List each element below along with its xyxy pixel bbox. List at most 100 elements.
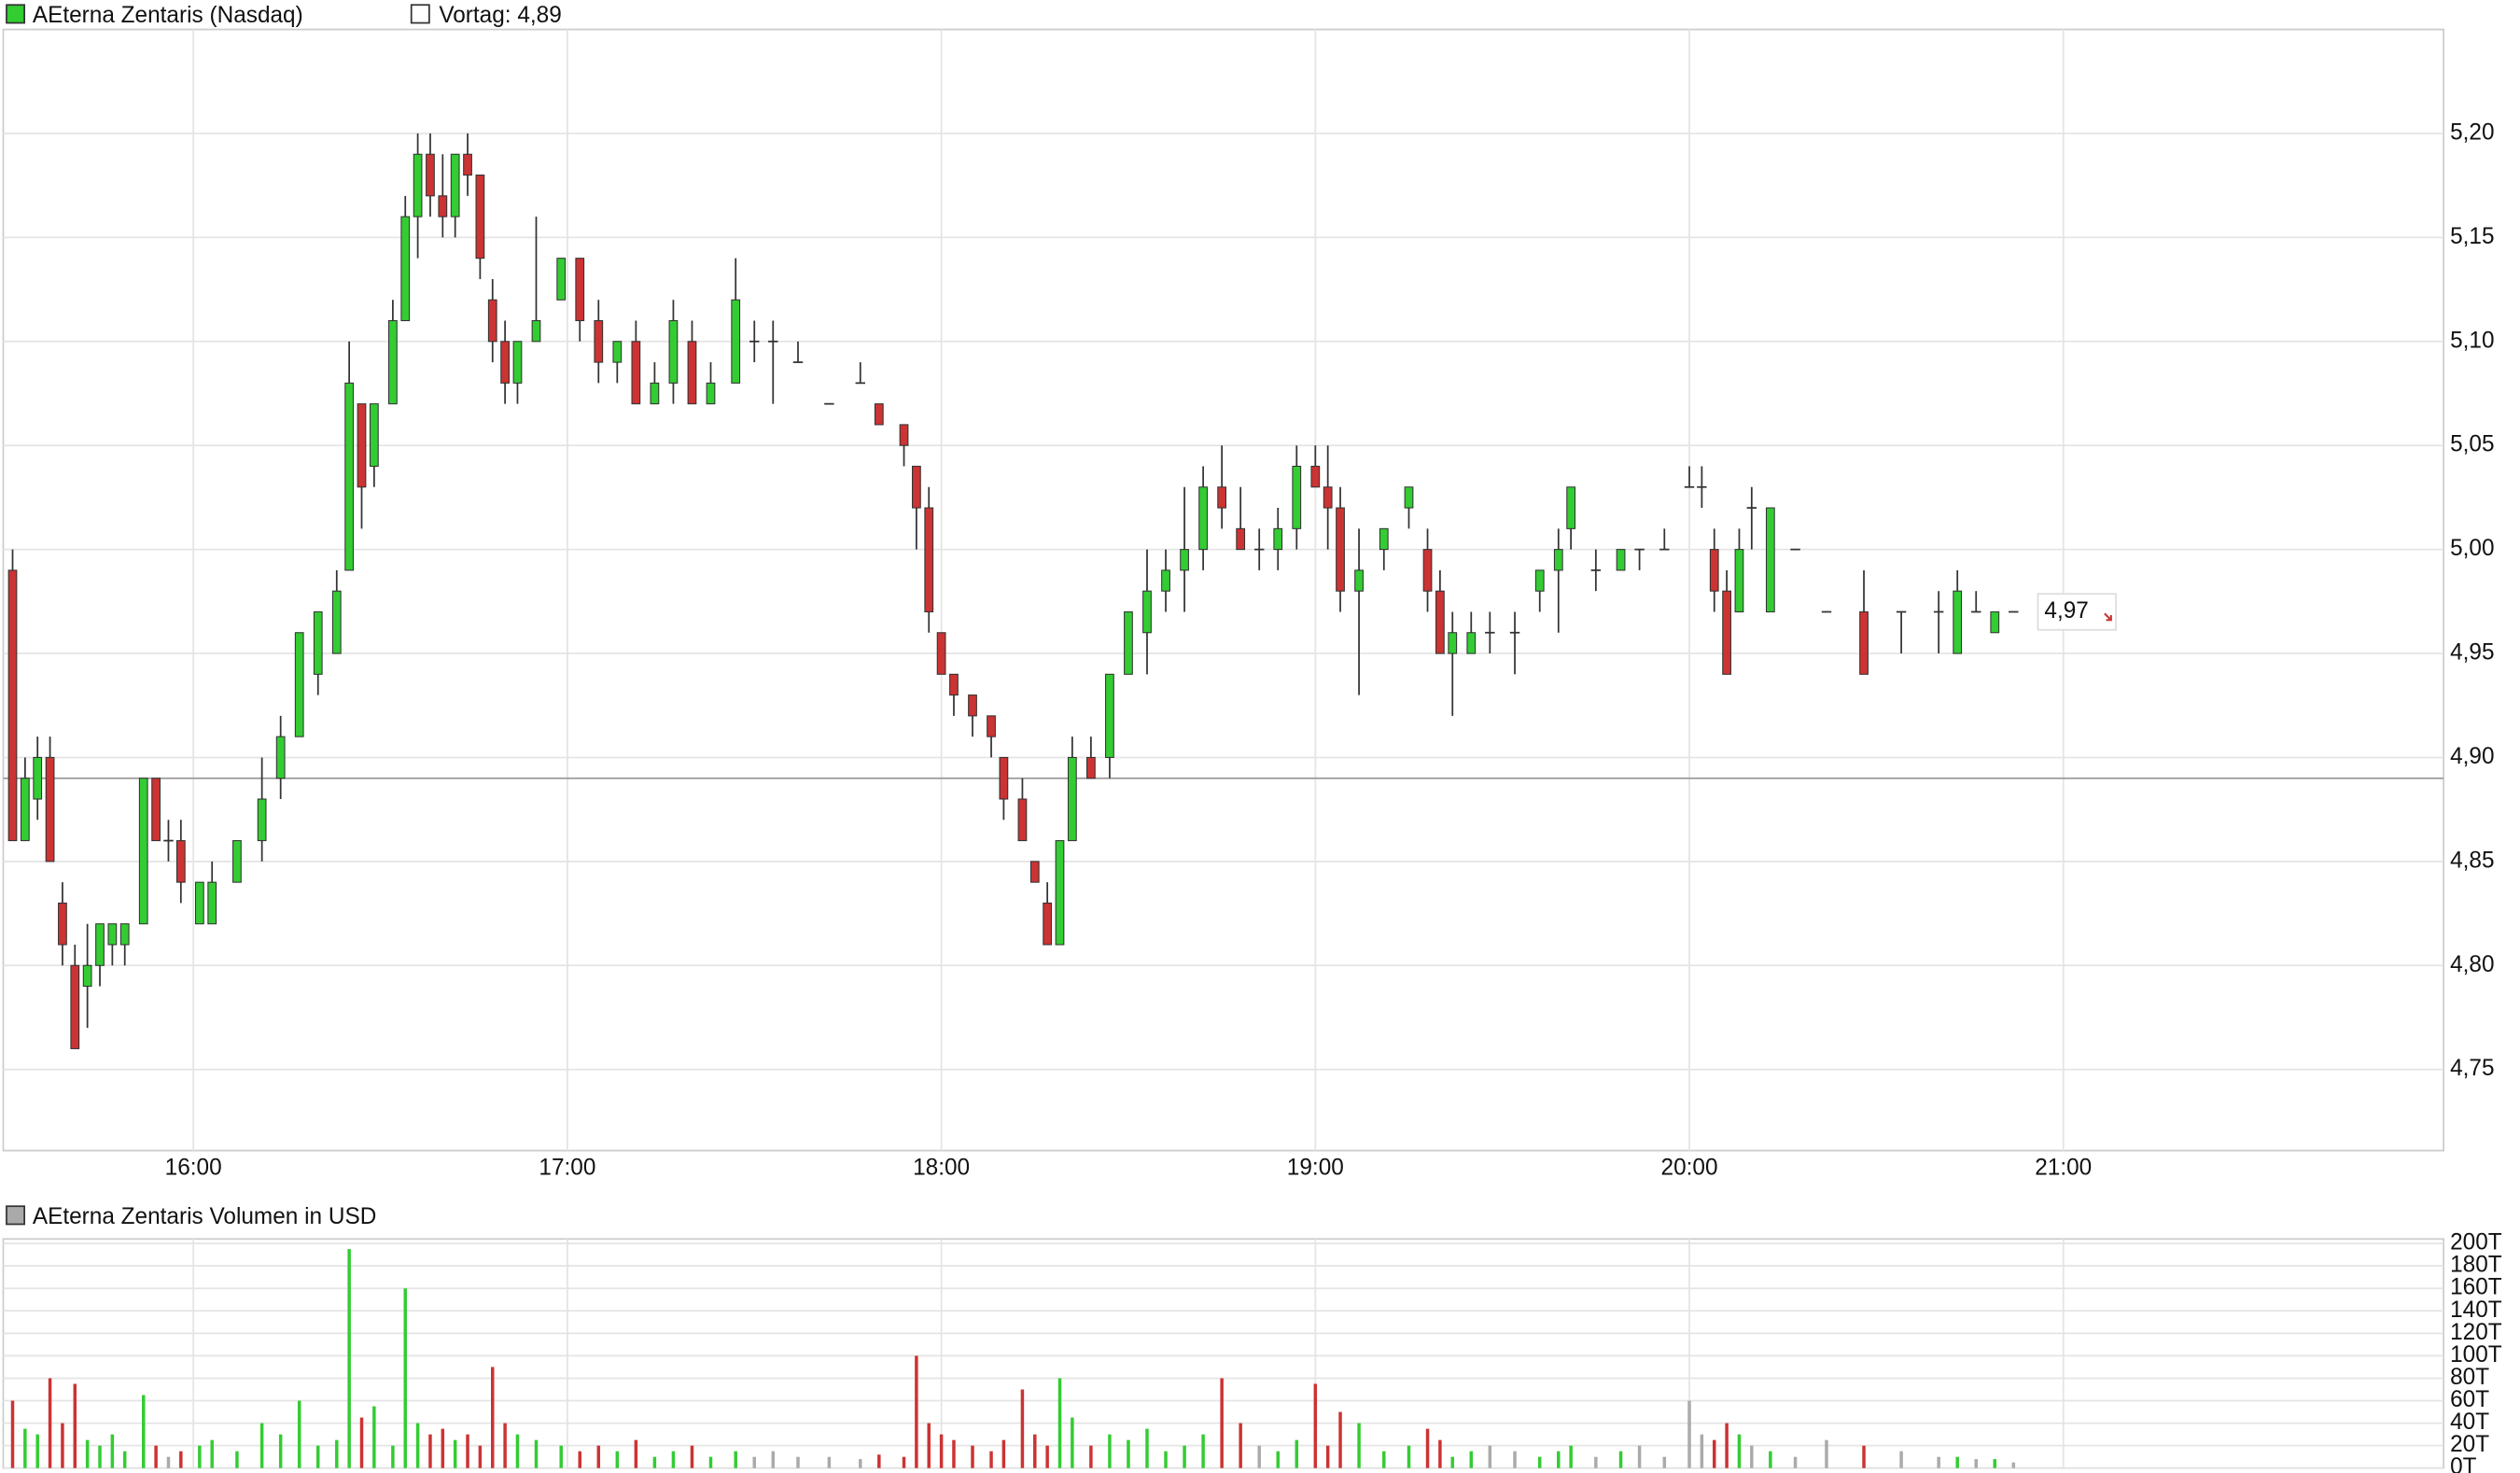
candle-body (1422, 549, 1433, 592)
volume-bar (1712, 1439, 1716, 1468)
volume-bar (671, 1451, 676, 1468)
volume-bar (1438, 1439, 1442, 1468)
volume-bar (1899, 1451, 1903, 1468)
volume-bar (1357, 1423, 1361, 1468)
candle-body (20, 778, 30, 842)
volume-bar (478, 1445, 483, 1468)
volume-bar (1425, 1428, 1430, 1468)
candle-body (1217, 486, 1227, 509)
legend-swatch (410, 4, 430, 24)
candle-body (1236, 527, 1246, 551)
candle-body (1990, 610, 2000, 634)
candle-body (1466, 632, 1477, 654)
candle-body (1859, 610, 1869, 675)
candle-body (1310, 465, 1321, 488)
volume-bar (1089, 1445, 1093, 1468)
volume-bar (1937, 1456, 1940, 1468)
volume-bar (1239, 1423, 1242, 1468)
volume-bar (1257, 1445, 1261, 1468)
candle-body (949, 673, 959, 696)
volume-bar (73, 1383, 77, 1468)
volume-bar (1700, 1434, 1704, 1468)
volume-bar (859, 1459, 862, 1468)
candle-body (1161, 569, 1170, 592)
volume-bar (1569, 1445, 1573, 1468)
candle-body (1067, 756, 1077, 842)
candle-body (275, 736, 286, 779)
volume-bar (1045, 1445, 1049, 1468)
volume-bar (796, 1456, 800, 1468)
volume-bar (515, 1434, 520, 1468)
y-tick-label: 160T (2450, 1275, 2502, 1300)
candle-body (687, 341, 697, 405)
candle-body (731, 299, 741, 384)
y-tick-label: 5,15 (2450, 224, 2494, 249)
y-tick-label: 140T (2450, 1298, 2502, 1323)
y-tick-label: 100T (2450, 1342, 2502, 1368)
candle-body (331, 590, 342, 654)
candle-body (151, 778, 161, 842)
candle-body (631, 341, 641, 405)
volume-bar (297, 1400, 301, 1468)
volume-bar (1769, 1451, 1772, 1468)
volume-bar (1513, 1451, 1517, 1468)
volume-bar (1737, 1434, 1742, 1468)
volume-bar (708, 1456, 713, 1468)
candle-body (1292, 465, 1302, 529)
candle-body (1124, 610, 1133, 675)
volume-bar (61, 1423, 64, 1468)
volume-bar (1325, 1445, 1330, 1468)
x-tick-label: 16:00 (165, 1155, 222, 1180)
volume-bar (1164, 1451, 1168, 1468)
volume-bar (142, 1395, 146, 1468)
volume-bar (1001, 1439, 1006, 1468)
volume-bar (491, 1367, 495, 1468)
volume-bar (734, 1451, 737, 1468)
volume-bar (989, 1451, 993, 1468)
y-tick-label: 4,95 (2450, 639, 2494, 665)
candle-body (463, 153, 472, 176)
candle-body (1142, 590, 1152, 634)
volume-bar (1057, 1378, 1062, 1468)
candle-body (1404, 486, 1414, 509)
volume-bar (1338, 1411, 1342, 1468)
candle-body (1534, 569, 1545, 592)
volume-bar (1407, 1445, 1411, 1468)
volume-bar (1594, 1456, 1598, 1468)
legend-swatch (6, 4, 25, 24)
volume-bar (1993, 1459, 1997, 1468)
volume-bar (2011, 1462, 2016, 1468)
volume-bar (1450, 1456, 1454, 1468)
y-tick-label: 4,90 (2450, 744, 2494, 769)
volume-bar (1071, 1417, 1074, 1468)
candle-body (344, 382, 355, 571)
volume-bar (952, 1439, 956, 1468)
candle-body (95, 923, 105, 966)
candle-body (500, 341, 510, 384)
candle-body (257, 798, 267, 842)
candle-body (1029, 861, 1040, 883)
volume-bar (1313, 1383, 1318, 1468)
candle-body (912, 465, 921, 509)
volume-bar (1220, 1378, 1224, 1468)
volume-bar (316, 1445, 320, 1468)
volume-title: AEterna Zentaris Volumen in USD (33, 1204, 376, 1229)
last-price-box (2037, 593, 2117, 631)
candle-body (1055, 840, 1065, 946)
candle-body (668, 319, 679, 384)
candle-body (450, 153, 460, 217)
candle-body (874, 403, 884, 426)
volume-bar (259, 1423, 264, 1468)
candle-body (82, 964, 92, 988)
y-tick-label: 4,80 (2450, 952, 2494, 977)
candle-body (1323, 486, 1333, 509)
volume-bar (1557, 1451, 1561, 1468)
chart-title: AEterna Zentaris (Nasdaq) (33, 3, 303, 28)
volume-bar (771, 1451, 776, 1468)
volume-bar (578, 1451, 581, 1468)
candle-body (594, 319, 604, 363)
volume-bar (48, 1378, 52, 1468)
volume-bar (403, 1288, 407, 1468)
volume-bar (1020, 1389, 1025, 1468)
